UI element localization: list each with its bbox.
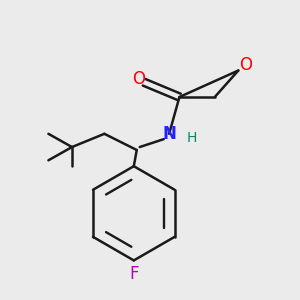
Text: N: N	[162, 125, 176, 143]
Text: O: O	[132, 70, 145, 88]
Text: O: O	[239, 56, 252, 74]
Text: H: H	[187, 131, 197, 145]
Text: F: F	[129, 265, 139, 283]
